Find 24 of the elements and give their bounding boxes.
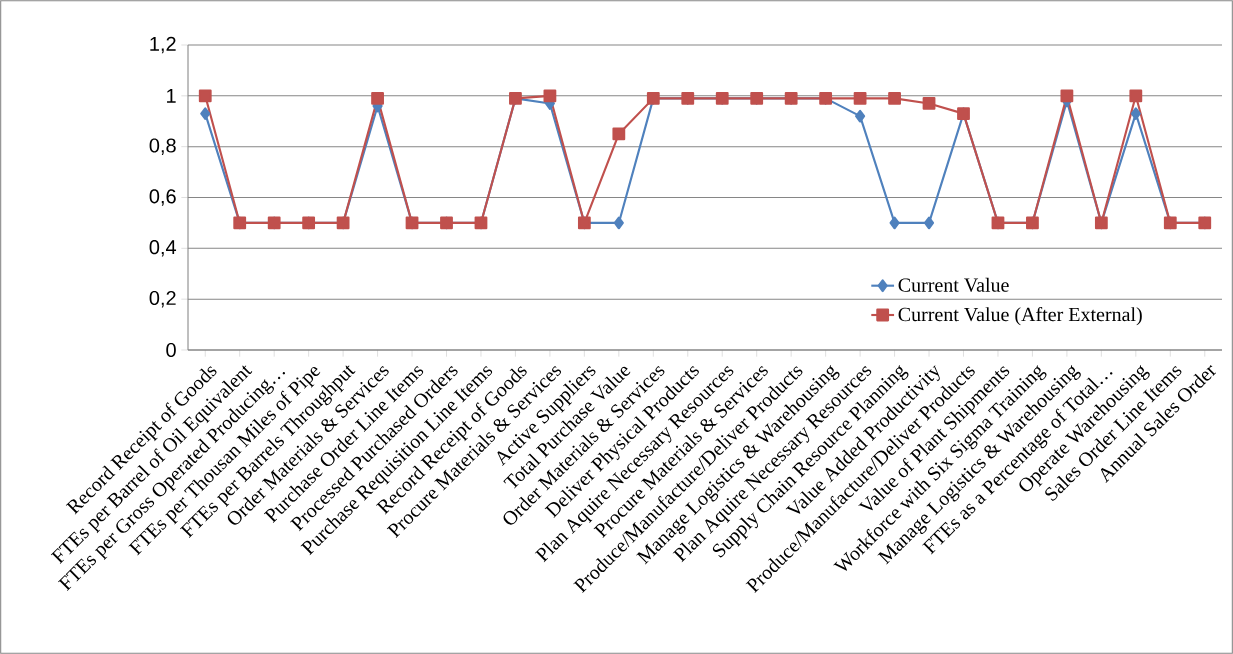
- point: [612, 127, 626, 141]
- point: [888, 91, 901, 105]
- point: [1130, 107, 1141, 121]
- point: [371, 91, 384, 105]
- point: [853, 91, 867, 105]
- point: [613, 216, 624, 230]
- point: [1129, 89, 1143, 103]
- point: [923, 216, 935, 230]
- point: [889, 216, 900, 230]
- point: [1060, 89, 1074, 103]
- point: [855, 109, 866, 123]
- legend-label: Current Value: [898, 277, 1009, 292]
- y-tick-label: 1,2: [150, 36, 176, 54]
- y-tick-label: 0,8: [149, 138, 176, 155]
- y-tick-label: 0,4: [149, 240, 177, 257]
- point: [200, 107, 211, 121]
- y-tick-label: 0,6: [149, 189, 176, 206]
- y-tick-label: 0,2: [149, 290, 176, 308]
- point: [543, 89, 557, 103]
- legend-label: Current Value (After External): [898, 306, 1142, 326]
- point: [922, 97, 936, 110]
- y-tick-label: 0: [166, 342, 176, 358]
- y-tick-label: 1: [167, 88, 176, 103]
- point: [198, 89, 212, 103]
